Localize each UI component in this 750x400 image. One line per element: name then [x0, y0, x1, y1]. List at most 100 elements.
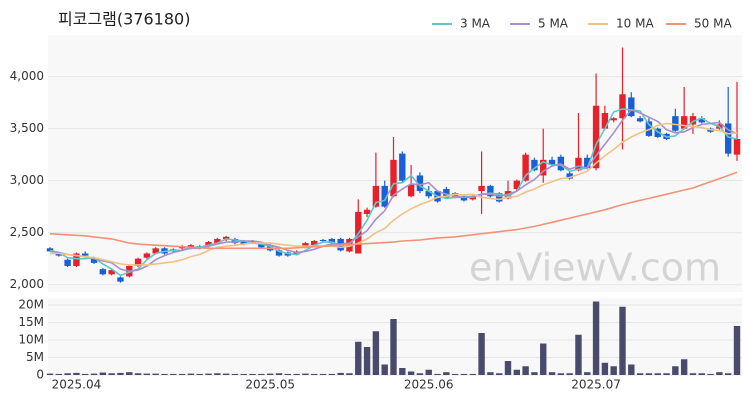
candle-body	[584, 157, 591, 169]
volume-bar	[680, 359, 688, 375]
volume-bar	[575, 334, 582, 375]
y-tick-label: 10M	[18, 333, 44, 347]
candle-body	[178, 247, 186, 249]
volume-bar	[522, 366, 529, 375]
y-tick-label: 0	[36, 368, 44, 382]
volume-bar	[531, 372, 538, 375]
candle-body	[222, 236, 230, 239]
volume-bar	[672, 366, 679, 375]
y-tick-label: 15M	[18, 315, 44, 329]
volume-bar	[178, 373, 186, 375]
candle-body	[372, 185, 380, 207]
candle-body	[654, 128, 661, 137]
volume-bar	[636, 373, 644, 375]
ma-line	[49, 108, 738, 273]
candle-body	[363, 209, 371, 214]
volume-bar	[196, 373, 203, 375]
y-tick-label: 3,500	[10, 121, 44, 135]
volume-bar	[346, 373, 353, 375]
candle-body	[214, 238, 221, 244]
candle-body	[108, 270, 115, 275]
candle-body	[46, 248, 54, 252]
candle-body	[672, 116, 679, 131]
volume-bar	[733, 326, 741, 375]
candle-body	[513, 180, 521, 189]
volume-bar	[372, 331, 380, 375]
ma-line	[50, 122, 738, 266]
volume-bar	[407, 371, 415, 375]
candle-body	[275, 250, 283, 256]
volume-bar	[363, 347, 371, 375]
candle-body	[425, 191, 432, 197]
volume-bar	[610, 366, 617, 375]
volume-bar	[82, 373, 89, 375]
candle-body	[689, 116, 697, 125]
volume-bar	[601, 362, 609, 375]
volume-bar	[460, 373, 468, 375]
volume-bar	[390, 319, 397, 375]
volume-bar	[434, 373, 441, 375]
x-tick-label: 2025.07	[571, 378, 621, 392]
candle-body	[240, 241, 247, 245]
candle-body	[117, 277, 124, 282]
candle-body	[636, 118, 644, 122]
candle-body	[64, 259, 71, 266]
volume-bar	[416, 373, 424, 375]
volume-bar	[478, 333, 485, 375]
candle-body	[522, 154, 529, 181]
ma-line	[49, 171, 738, 250]
volume-bar	[425, 369, 432, 375]
volume-bar	[540, 343, 547, 375]
candle-body	[575, 157, 582, 171]
candle-body	[231, 238, 239, 244]
candle-body	[628, 97, 635, 117]
volume-bar	[126, 372, 133, 375]
candle-body	[399, 153, 406, 181]
candle-body	[566, 173, 573, 179]
volume-bar	[469, 373, 476, 375]
volume-bar	[64, 373, 71, 375]
volume-bar	[619, 306, 626, 375]
volume-bar	[399, 368, 406, 375]
candle-body	[495, 193, 503, 202]
volume-bar	[170, 373, 177, 375]
volume-bar	[487, 372, 494, 375]
volume-bar	[504, 361, 512, 375]
chart-title: 피코그램(376180)	[58, 10, 190, 29]
candle-body	[407, 184, 415, 197]
x-tick-label: 2025.05	[245, 378, 295, 392]
volume-bar	[311, 373, 318, 375]
candle-body	[249, 241, 256, 244]
volume-bar	[161, 373, 168, 375]
volume-bar	[214, 373, 221, 375]
volume-bar	[187, 373, 195, 375]
volume-bar	[443, 372, 450, 375]
volume-bar	[258, 373, 265, 375]
volume-bar	[293, 373, 300, 375]
candle-body	[619, 94, 626, 119]
candle-body	[460, 196, 468, 201]
volume-bar	[205, 373, 212, 375]
candle-body	[698, 118, 705, 123]
volume-bar	[99, 372, 107, 375]
volume-bar	[628, 364, 635, 375]
candle-body	[540, 159, 547, 176]
volume-bar	[689, 373, 697, 375]
volume-bar	[513, 369, 521, 375]
candle-body	[82, 253, 89, 256]
candle-body	[443, 188, 450, 198]
volume-bar	[231, 373, 239, 375]
volume-bar	[319, 373, 327, 375]
candle-body	[416, 175, 424, 192]
candle-body	[610, 118, 617, 121]
volume-bar	[381, 364, 388, 375]
volume-bar	[495, 373, 503, 375]
volume-bar	[716, 372, 723, 375]
candle-body	[645, 121, 653, 136]
y-tick-label: 5M	[26, 350, 44, 364]
volume-bar	[645, 373, 653, 375]
candle-body	[99, 269, 107, 275]
volume-bar	[143, 373, 151, 375]
candle-body	[258, 243, 265, 248]
volume-bar	[46, 373, 54, 375]
